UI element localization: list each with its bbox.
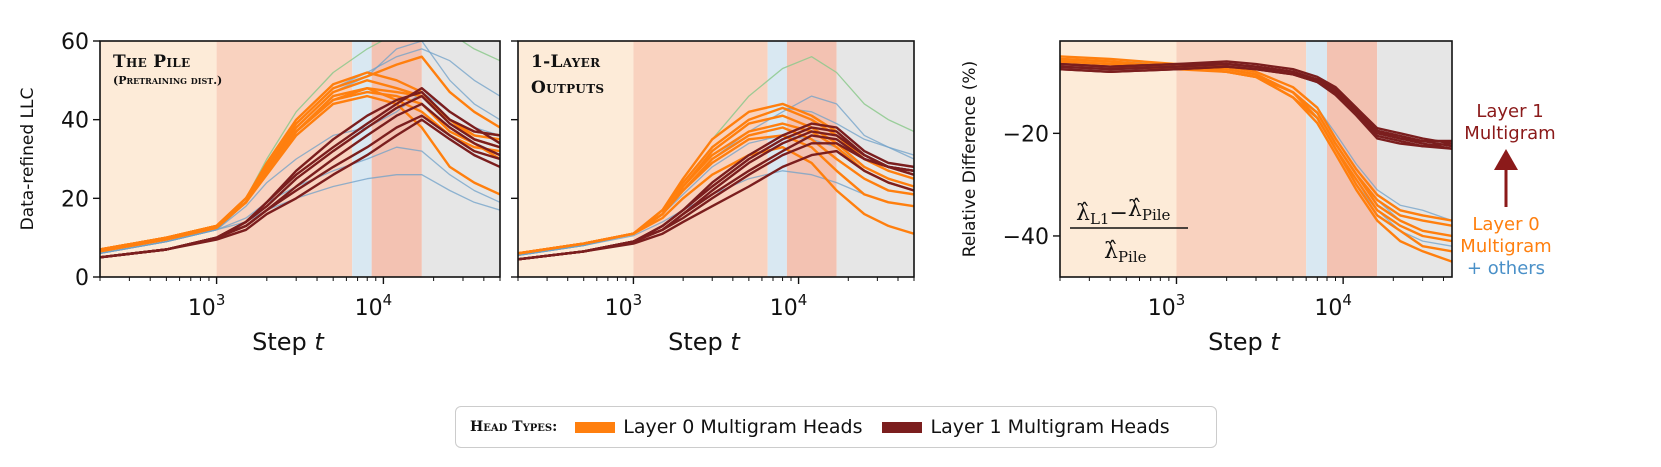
x-tick-label-1: 104: [1314, 291, 1352, 321]
series-line-layer1-12: [100, 94, 500, 259]
series-lines: [518, 56, 914, 261]
x-tick-label-0: 103: [1148, 291, 1186, 321]
formula-part: −: [1109, 201, 1127, 226]
x-tick-base: 10: [1314, 296, 1342, 321]
x-tick-exponent: 3: [216, 291, 226, 309]
y-tick-label-1: −40: [1003, 225, 1049, 250]
annot-layer0-line1: Layer 0: [1472, 214, 1539, 235]
annot-others: + others: [1467, 258, 1545, 279]
formula-part: λ̂: [1128, 197, 1142, 222]
legend-label-layer1: Layer 1 Multigram Heads: [930, 416, 1170, 438]
annot-layer0-line2: Multigram: [1460, 236, 1551, 257]
region-band-4: [421, 41, 500, 277]
region-band-0: [1060, 41, 1177, 277]
x-axis-label: Step t: [668, 328, 741, 356]
series-line-layer1-11: [518, 149, 914, 261]
legend: Head Types: Layer 0 Multigram Heads Laye…: [455, 406, 1217, 448]
formula-numerator: λ̂L1−λ̂Pile: [1076, 197, 1171, 228]
panel-subtitle: (Pretraining dist.): [113, 74, 222, 87]
ticks: 103 104−20−40: [1003, 122, 1444, 321]
annot-layer1-line2: Multigram: [1464, 123, 1555, 144]
background-regions: [518, 41, 914, 277]
legend-label-layer0: Layer 0 Multigram Heads: [623, 416, 863, 438]
x-tick-label-1: 104: [355, 291, 393, 321]
background-regions: [1060, 41, 1452, 277]
series-line-layer1-14: [1060, 65, 1452, 148]
y-tick-label-3: 60: [61, 30, 89, 55]
legend-swatch-layer1: [882, 421, 923, 433]
x-axis-label: Step t: [1208, 328, 1281, 356]
x-tick-exponent: 4: [383, 291, 393, 309]
series-line-layer0-6: [518, 114, 914, 255]
region-band-1: [1176, 41, 1307, 277]
series-line-layer0-6: [100, 90, 500, 251]
series-line-others_blue-18: [100, 174, 500, 255]
x-tick-base: 10: [1148, 296, 1176, 321]
x-tick-exponent: 4: [1342, 291, 1352, 309]
series-line-layer1-12: [1060, 62, 1452, 143]
x-tick-base: 10: [188, 296, 216, 321]
region-band-2: [1306, 41, 1327, 277]
x-axis-label: Step t: [252, 328, 325, 356]
x-tick-base: 10: [605, 296, 633, 321]
formula-denominator: λ̂Pile: [1104, 239, 1147, 266]
background-regions: [100, 41, 500, 277]
region-band-0: [518, 41, 634, 277]
panel-title: The Pile: [113, 52, 190, 72]
legend-swatch-layer0: [575, 421, 616, 433]
series-line-layer1-12: [518, 130, 914, 261]
annot-arrow-head: [1494, 149, 1518, 170]
y-tick-label-0: 0: [75, 266, 89, 291]
axes-frame: [517, 40, 915, 278]
series-lines: [1060, 55, 1452, 263]
x-axis-label-variable: t: [1270, 328, 1281, 356]
x-tick-label-1: 104: [770, 291, 808, 321]
y-axis-label: Data-refined LLC: [18, 88, 38, 231]
x-tick-exponent: 3: [633, 291, 643, 309]
y-tick-label-2: 40: [61, 109, 89, 134]
formula-part: Pile: [1142, 206, 1171, 224]
x-tick-base: 10: [355, 296, 383, 321]
region-band-3: [786, 41, 837, 277]
x-tick-label-0: 103: [605, 291, 643, 321]
legend-title: Head Types:: [470, 419, 558, 435]
series-line-layer1-11: [100, 118, 500, 259]
region-band-0: [100, 41, 217, 277]
x-tick-exponent: 4: [798, 291, 808, 309]
y-tick-label-1: 20: [61, 187, 89, 212]
x-axis-label-variable: t: [314, 328, 325, 356]
region-band-1: [216, 41, 353, 277]
x-tick-base: 10: [770, 296, 798, 321]
x-tick-exponent: 3: [1176, 291, 1186, 309]
ticks: 103 104: [511, 40, 915, 321]
panel-title: 1-Layer: [531, 52, 601, 72]
formula-part: L1: [1090, 210, 1110, 228]
y-tick-label-0: −20: [1003, 122, 1049, 147]
panel-title-line2: Outputs: [531, 78, 604, 98]
formula-part: λ̂: [1076, 201, 1090, 226]
y-axis-label: Relative Difference (%): [960, 61, 980, 257]
formula-part: λ̂: [1104, 239, 1118, 264]
legend-item-layer0: Layer 0 Multigram Heads: [575, 416, 862, 438]
series-lines: [100, 41, 500, 259]
x-tick-label-0: 103: [188, 291, 226, 321]
legend-item-layer1: Layer 1 Multigram Heads: [882, 416, 1170, 438]
x-axis-label-variable: t: [730, 328, 741, 356]
axes-frame: [99, 40, 501, 278]
annot-layer1-line1: Layer 1: [1476, 101, 1543, 122]
formula-part: Pile: [1118, 248, 1147, 266]
